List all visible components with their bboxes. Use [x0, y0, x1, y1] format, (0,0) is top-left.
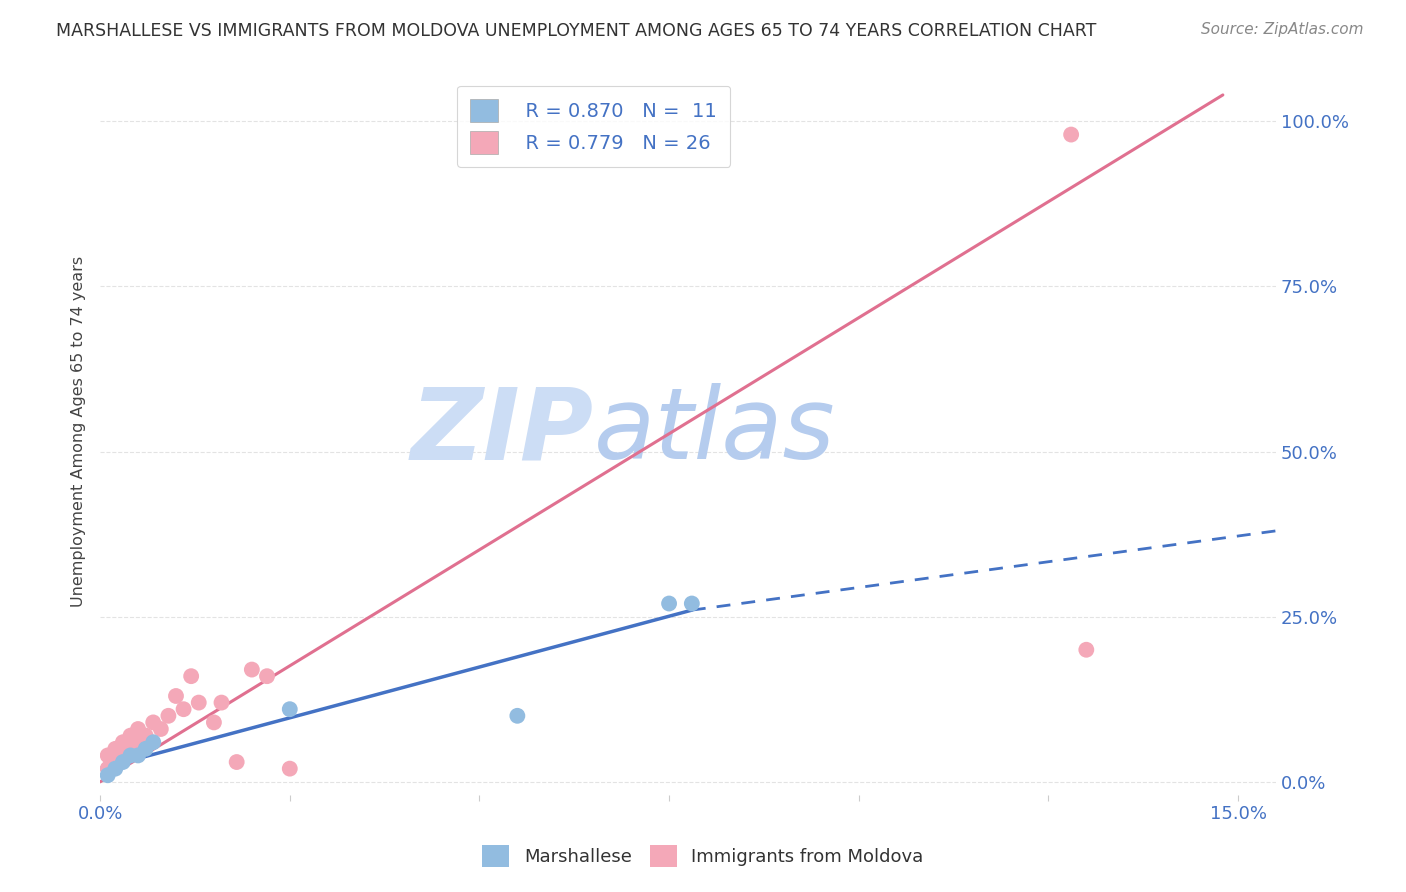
Point [104, 755, 127, 769]
Text: MARSHALLESE VS IMMIGRANTS FROM MOLDOVA UNEMPLOYMENT AMONG AGES 65 TO 74 YEARS CO: MARSHALLESE VS IMMIGRANTS FROM MOLDOVA U… [56, 22, 1097, 40]
Point [180, 669, 202, 683]
Point [658, 597, 681, 611]
Point [278, 762, 301, 776]
Point [149, 722, 172, 736]
Point [202, 715, 225, 730]
Point [157, 708, 180, 723]
Text: ZIP: ZIP [411, 384, 593, 480]
Point [681, 597, 703, 611]
Y-axis label: Unemployment Among Ages 65 to 74 years: Unemployment Among Ages 65 to 74 years [72, 256, 86, 607]
Point [165, 689, 187, 703]
Point [142, 715, 165, 730]
Point [97, 768, 120, 782]
Point [506, 708, 529, 723]
Point [127, 748, 149, 763]
Point [127, 735, 149, 749]
Point [111, 735, 134, 749]
Point [104, 762, 127, 776]
Point [211, 696, 233, 710]
Point [278, 702, 301, 716]
Point [104, 741, 127, 756]
Legend: Marshallese, Immigrants from Moldova: Marshallese, Immigrants from Moldova [475, 838, 931, 874]
Point [120, 748, 142, 763]
Legend:   R = 0.870   N =  11,   R = 0.779   N = 26: R = 0.870 N = 11, R = 0.779 N = 26 [457, 86, 731, 168]
Point [142, 735, 165, 749]
Text: atlas: atlas [593, 384, 835, 480]
Point [97, 748, 120, 763]
Point [120, 741, 142, 756]
Point [225, 755, 247, 769]
Point [111, 755, 134, 769]
Point [120, 729, 142, 743]
Point [111, 748, 134, 763]
Point [173, 702, 195, 716]
Point [256, 669, 278, 683]
Point [187, 696, 209, 710]
Point [135, 729, 157, 743]
Point [1060, 128, 1083, 142]
Point [127, 722, 149, 736]
Point [97, 762, 120, 776]
Point [135, 741, 157, 756]
Point [1076, 642, 1098, 657]
Point [240, 663, 263, 677]
Text: Source: ZipAtlas.com: Source: ZipAtlas.com [1201, 22, 1364, 37]
